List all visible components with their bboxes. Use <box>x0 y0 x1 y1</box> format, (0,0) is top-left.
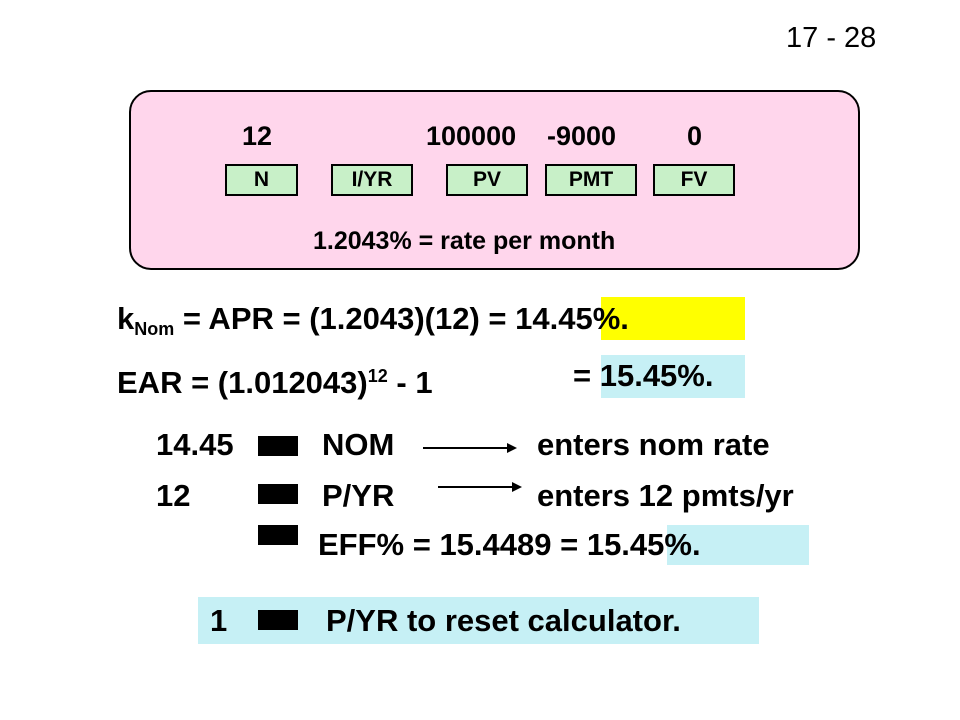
ear-equals: = 15.45%. <box>573 357 713 395</box>
shift-key-icon <box>258 525 298 545</box>
ear-result: 15.45%. <box>599 358 714 393</box>
knom-subscript: Nom <box>134 319 175 339</box>
key-n[interactable]: N <box>225 164 298 196</box>
reset-text: P/YR to reset calculator. <box>326 603 681 638</box>
key-pv[interactable]: PV <box>446 164 528 196</box>
arrow-right-icon <box>423 443 517 453</box>
shift-key-icon <box>258 610 298 630</box>
ear-tail: - 1 <box>387 365 433 400</box>
key-i-yr[interactable]: I/YR <box>331 164 413 196</box>
knom-expression: = APR = (1.2043)(12) = <box>174 301 516 336</box>
key-fv[interactable]: FV <box>653 164 735 196</box>
knom-symbol: k <box>117 301 135 336</box>
shift-key-icon <box>258 436 298 456</box>
knom-highlight <box>601 297 745 340</box>
row2-value: 12 <box>156 478 191 513</box>
eff-expression: EFF% = 15.4489 = <box>318 527 587 562</box>
knom-formula: kNom = APR = (1.2043)(12) = 14.45%. <box>117 300 629 348</box>
row3-expression: EFF% = 15.4489 = 15.45%. <box>318 526 701 564</box>
shift-key-icon <box>258 484 298 504</box>
reset-value: 1 <box>210 603 228 638</box>
knom-result: 14.45%. <box>515 301 629 336</box>
input-value-pmt: -9000 <box>547 121 617 151</box>
ear-formula: EAR = (1.012043)12 - 1 <box>117 357 433 402</box>
row2-description: enters 12 pmts/yr <box>537 478 794 513</box>
input-value-fv: 0 <box>687 121 703 151</box>
row1-description: enters nom rate <box>537 427 770 462</box>
row1-value: 14.45 <box>156 427 234 462</box>
slide-number: 17 - 28 <box>786 22 877 54</box>
row2-key: P/YR <box>322 478 395 513</box>
key-pmt[interactable]: PMT <box>545 164 637 196</box>
ear-exponent: 12 <box>367 366 388 386</box>
input-value-pv: 100000 <box>426 121 517 151</box>
rate-per-month-note: 1.2043% = rate per month <box>313 227 616 255</box>
eff-highlight <box>667 525 809 565</box>
ear-expression: EAR = (1.012043) <box>117 365 368 400</box>
row1-key: NOM <box>322 427 395 462</box>
ear-highlight <box>601 355 745 398</box>
ear-equals-sign: = <box>573 358 600 393</box>
eff-result: 15.45%. <box>586 527 701 562</box>
input-value-n: 12 <box>242 121 273 151</box>
arrow-right-icon <box>438 482 522 492</box>
